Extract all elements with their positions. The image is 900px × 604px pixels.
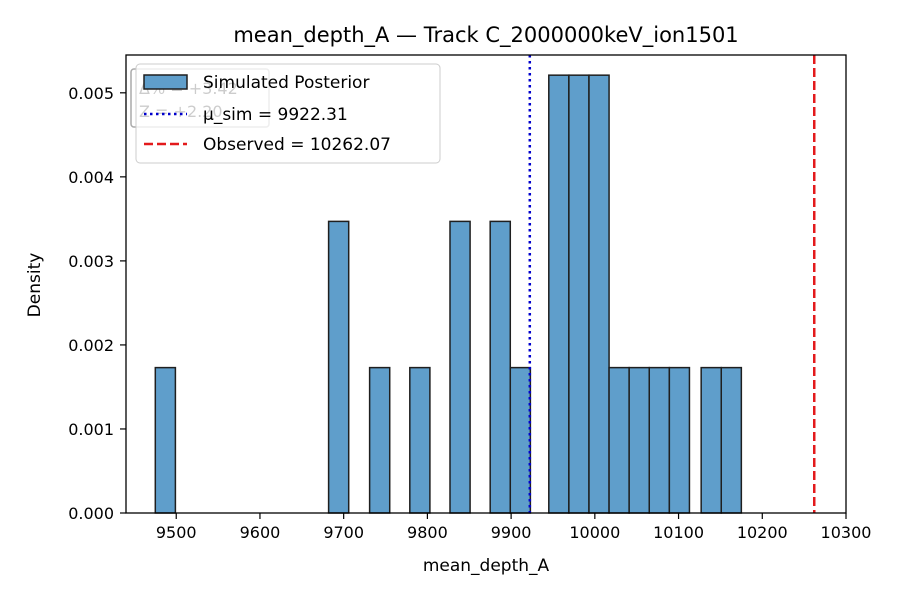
y-tick-label-3: 0.003	[68, 252, 114, 271]
legend: Simulated Posterior μ_sim = 9922.31 Observ…	[135, 63, 441, 164]
histogram-bar-5	[489, 220, 512, 514]
histogram-bar-11	[628, 366, 651, 514]
x-tick-label-1: 9600	[240, 523, 281, 542]
vlines-layer	[528, 55, 816, 513]
histogram-bar-6	[509, 366, 532, 514]
histogram-bar-7	[548, 74, 570, 514]
legend-swatch-0	[143, 74, 188, 90]
legend-label-1: μ_sim = 9922.31	[203, 105, 348, 125]
y-tick-label-5: 0.005	[68, 84, 114, 103]
x-tick-label-8: 10300	[821, 523, 872, 542]
axes-layer: 9500 9600 9700 9800 9900 10000 10100 10200 10300…	[68, 54, 872, 542]
y-tick-label-0: 0.000	[68, 504, 114, 523]
axes-frame	[125, 54, 847, 514]
x-tick-label-2: 9700	[323, 523, 364, 542]
y-tick-label-1: 0.001	[68, 420, 114, 439]
histogram-bar-9	[588, 74, 610, 514]
chart-title: mean_depth_A — Track C_2000000keV_ion150…	[233, 23, 738, 48]
legend-label-2: Observed = 10262.07	[203, 135, 391, 155]
x-tick-label-5: 10000	[569, 523, 620, 542]
histogram-bar-3	[409, 366, 431, 514]
legend-label-0: Simulated Posterior	[203, 73, 369, 93]
x-axis-label: mean_depth_A	[423, 556, 550, 576]
x-tick-label-6: 10100	[653, 523, 704, 542]
y-tick-label-2: 0.002	[68, 336, 114, 355]
histogram-bar-0	[154, 366, 177, 514]
x-tick-label-0: 9500	[156, 523, 197, 542]
histogram-bar-8	[568, 74, 590, 514]
histogram-bar-13	[668, 366, 691, 514]
histogram-bar-15	[720, 366, 743, 514]
y-axis-label: Density	[25, 253, 45, 318]
histogram-bar-1	[327, 220, 350, 514]
x-tick-label-4: 9900	[491, 523, 532, 542]
histogram-bar-4	[449, 220, 471, 514]
x-tick-label-3: 9800	[407, 523, 448, 542]
histogram-bar-12	[648, 366, 671, 514]
legend-frame	[135, 63, 441, 164]
bars-layer	[154, 74, 743, 514]
histogram-bar-2	[368, 366, 391, 514]
x-tick-label-7: 10200	[737, 523, 788, 542]
histogram-bar-14	[700, 366, 723, 514]
y-tick-label-4: 0.004	[68, 168, 114, 187]
histogram-bar-10	[608, 366, 630, 514]
